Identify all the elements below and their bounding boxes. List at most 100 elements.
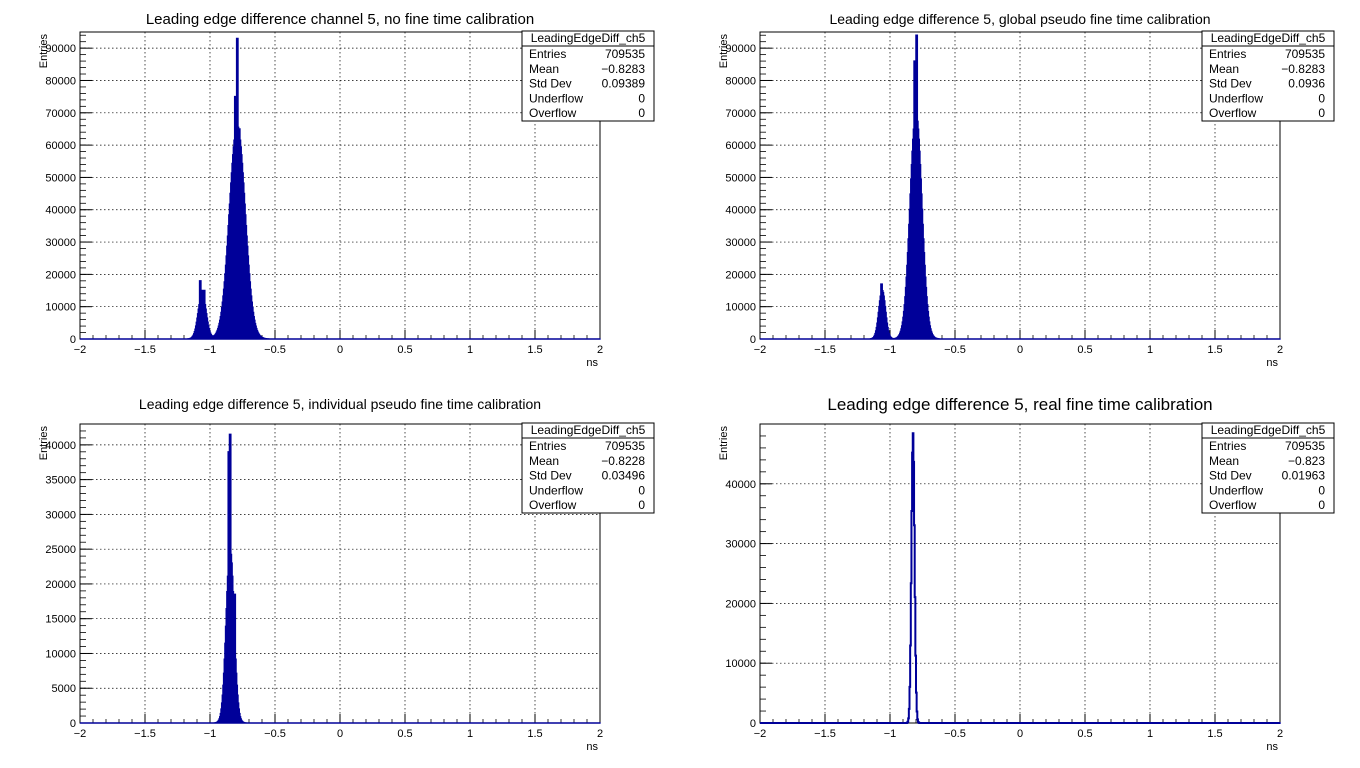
chart-panel-1: Leading edge difference channel 5, no fi… [38,11,655,369]
y-tick-label: 20000 [725,598,756,610]
y-tick-label: 10000 [45,302,76,314]
stats-value: 0 [638,498,645,512]
x-tick-label: 1 [467,728,473,740]
stats-box-name: LeadingEdgeDiff_ch5 [531,423,646,437]
x-tick-label: 0 [337,344,343,356]
stats-value: 709535 [1285,47,1325,61]
y-tick-label: 40000 [725,205,756,217]
stats-box: LeadingEdgeDiff_ch5 Entries 709535 Mean −0.8… [1201,422,1335,514]
stats-box-name: LeadingEdgeDiff_ch5 [1211,31,1326,45]
stats-label: Entries [529,439,566,453]
y-tick-label: 20000 [45,579,76,591]
stats-label: Overflow [1209,106,1257,120]
chart-panel-2: Leading edge difference 5, global pseudo… [718,11,1335,369]
x-axis-label: ns [1266,357,1278,369]
chart-panel-4: Leading edge difference 5, real fine tim… [718,395,1335,753]
stats-value: 0 [1318,498,1325,512]
stats-label: Entries [1209,47,1246,61]
x-tick-label: 1.5 [527,728,542,740]
x-tick-label: 1.5 [1207,728,1222,740]
x-tick-label: 0 [1017,728,1023,740]
y-tick-label: 70000 [725,108,756,120]
stats-value: 0 [1318,483,1325,497]
y-tick-label: 30000 [725,539,756,551]
stats-value: 0.03496 [602,469,646,483]
stats-value: 0 [1318,106,1325,120]
x-tick-label: 2 [1277,728,1283,740]
stats-label: Mean [1209,62,1239,76]
stats-label: Entries [529,47,566,61]
stats-value: 0.01963 [1282,469,1326,483]
x-tick-label: −1.5 [814,728,836,740]
x-axis-label: ns [1266,741,1278,753]
y-tick-label: 30000 [725,237,756,249]
x-tick-label: −0.5 [944,728,966,740]
x-tick-label: 0.5 [397,728,412,740]
x-tick-label: 2 [597,344,603,356]
x-tick-label: 0 [1017,344,1023,356]
stats-label: Std Dev [1209,469,1252,483]
chart-panel-3: Leading edge difference 5, individual ps… [38,396,655,753]
x-tick-label: −1.5 [814,344,836,356]
y-tick-label: 0 [70,718,76,730]
x-tick-label: −1 [204,344,217,356]
y-tick-label: 50000 [45,172,76,184]
stats-value: 0 [638,483,645,497]
stats-label: Overflow [529,498,577,512]
x-tick-label: −1.5 [134,344,156,356]
x-tick-label: 0 [337,728,343,740]
stats-value: −0.8283 [1281,62,1325,76]
stats-value: 0 [1318,91,1325,105]
x-tick-label: 2 [597,728,603,740]
y-tick-label: 10000 [725,658,756,670]
x-tick-label: −1.5 [134,728,156,740]
y-tick-label: 10000 [45,648,76,660]
y-tick-label: 0 [750,718,756,730]
y-tick-label: 80000 [45,75,76,87]
stats-box: LeadingEdgeDiff_ch5 Entries 709535 Mean −0.8… [521,30,655,122]
histogram-bars [80,37,601,340]
y-tick-label: 50000 [725,172,756,184]
stats-value: 709535 [1285,439,1325,453]
x-tick-label: 1.5 [527,344,542,356]
y-tick-label: 40000 [45,205,76,217]
x-tick-label: 0.5 [397,344,412,356]
chart-title: Leading edge difference 5, global pseudo… [829,11,1210,27]
x-tick-label: 1 [467,344,473,356]
stats-box-name: LeadingEdgeDiff_ch5 [1211,423,1326,437]
stats-label: Underflow [1209,483,1263,497]
stats-label: Overflow [529,106,577,120]
stats-value: −0.8228 [601,454,645,468]
y-tick-label: 20000 [725,269,756,281]
x-tick-label: −0.5 [264,344,286,356]
x-tick-label: 0.5 [1077,344,1092,356]
y-tick-label: 0 [750,334,756,346]
x-tick-label: 1.5 [1207,344,1222,356]
stats-value: 0.0936 [1288,77,1325,91]
y-tick-label: 10000 [725,302,756,314]
stats-value: 0 [638,91,645,105]
chart-title: Leading edge difference 5, real fine tim… [827,395,1212,414]
y-tick-label: 40000 [45,440,76,452]
x-tick-label: 1 [1147,344,1153,356]
y-tick-label: 60000 [725,140,756,152]
stats-label: Entries [1209,439,1246,453]
x-tick-label: −2 [74,728,87,740]
stats-label: Mean [1209,454,1239,468]
stats-label: Underflow [1209,91,1263,105]
y-tick-label: 30000 [45,509,76,521]
stats-label: Std Dev [529,77,572,91]
y-axis-label: Entries [38,34,50,69]
y-tick-label: 70000 [45,108,76,120]
y-tick-label: 90000 [725,43,756,55]
stats-value: −0.823 [1288,454,1325,468]
y-tick-label: 5000 [52,683,76,695]
stats-value: 709535 [605,47,645,61]
stats-value: 709535 [605,439,645,453]
x-tick-label: −0.5 [264,728,286,740]
x-tick-label: −1 [204,728,217,740]
stats-box: LeadingEdgeDiff_ch5 Entries 709535 Mean −0.8… [1201,30,1335,122]
y-tick-label: 80000 [725,75,756,87]
stats-box-name: LeadingEdgeDiff_ch5 [531,31,646,45]
